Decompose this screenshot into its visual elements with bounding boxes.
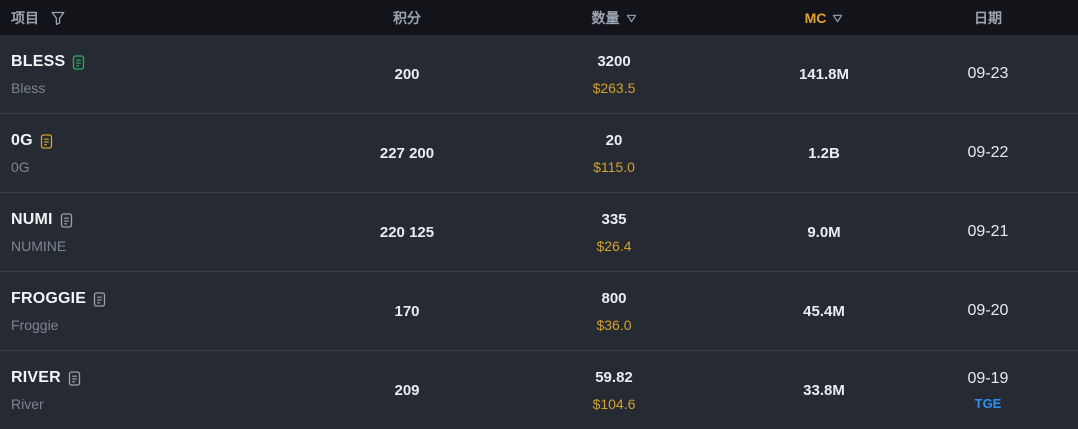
tge-badge: TGE [974, 395, 1002, 411]
project-subtitle: Bless [11, 79, 46, 96]
column-header-mc[interactable]: MC [714, 10, 934, 26]
contract-document-icon[interactable] [93, 291, 106, 307]
points-column-label: 积分 [393, 9, 421, 26]
mc-value: 141.8M [798, 65, 850, 83]
contract-document-icon[interactable] [40, 133, 53, 149]
project-subtitle: 0G [11, 158, 30, 175]
project-cell: RIVER River [0, 369, 300, 412]
project-cell: 0G 0G [0, 132, 300, 175]
column-header-amount[interactable]: 数量 [514, 8, 714, 28]
date-value: 09-19 [967, 369, 1009, 387]
amount-usd-value: $26.4 [596, 237, 632, 254]
contract-document-icon[interactable] [68, 370, 81, 386]
column-header-date: 日期 [934, 8, 1078, 28]
mc-value: 33.8M [803, 381, 845, 399]
column-header-points: 积分 [300, 8, 514, 28]
table-row[interactable]: 0G 0G 227 200 20 $115.0 1.2B 09-22 [0, 114, 1078, 193]
project-subtitle: Froggie [11, 316, 59, 333]
amount-value: 59.82 [595, 368, 633, 386]
table-header: 项目 积分 数量 MC 日期 [0, 0, 1078, 35]
project-cell: FROGGIE Froggie [0, 290, 300, 333]
date-value: 09-23 [967, 65, 1009, 82]
points-value: 200 [394, 65, 420, 83]
project-subtitle: River [11, 395, 44, 412]
points-value: 220 125 [379, 223, 435, 241]
project-cell: BLESS Bless [0, 53, 300, 96]
date-value: 09-21 [967, 223, 1009, 240]
table-row[interactable]: FROGGIE Froggie 170 800 $36.0 45.4M 09-2… [0, 272, 1078, 351]
amount-value: 3200 [597, 52, 631, 70]
points-value: 209 [394, 381, 420, 399]
column-header-project: 项目 [0, 8, 300, 28]
amount-value: 800 [601, 289, 627, 307]
amount-usd-value: $104.6 [592, 395, 636, 412]
sort-descending-triangle-icon[interactable] [626, 14, 637, 23]
mc-value: 9.0M [807, 223, 841, 241]
project-name: RIVER [11, 368, 61, 386]
amount-value: 335 [601, 210, 627, 228]
amount-usd-value: $36.0 [596, 316, 632, 333]
points-value: 227 200 [379, 144, 435, 162]
project-cell: NUMI NUMINE [0, 211, 300, 254]
date-column-label: 日期 [974, 9, 1002, 26]
table-row[interactable]: BLESS Bless 200 3200 $263.5 141.8M 09-23 [0, 35, 1078, 114]
project-subtitle: NUMINE [11, 237, 67, 254]
filter-funnel-icon[interactable] [51, 11, 65, 25]
project-name: NUMI [11, 210, 53, 228]
contract-document-icon[interactable] [72, 54, 85, 70]
mc-column-label: MC [804, 9, 827, 26]
amount-usd-value: $115.0 [593, 158, 635, 175]
project-name: BLESS [11, 52, 66, 70]
sort-descending-triangle-icon[interactable] [832, 14, 843, 23]
project-name: FROGGIE [11, 289, 87, 307]
mc-value: 1.2B [808, 144, 840, 162]
amount-value: 20 [605, 131, 623, 149]
project-column-label: 项目 [11, 9, 39, 26]
points-value: 170 [394, 302, 420, 320]
mc-value: 45.4M [803, 302, 845, 320]
contract-document-icon[interactable] [60, 212, 73, 228]
date-value: 09-20 [967, 302, 1009, 319]
table-row[interactable]: RIVER River 209 59.82 $104.6 33.8M 09-19… [0, 351, 1078, 429]
date-value: 09-22 [967, 144, 1009, 161]
project-name: 0G [11, 131, 33, 149]
table-row[interactable]: NUMI NUMINE 220 125 335 $26.4 9.0M 09-21 [0, 193, 1078, 272]
amount-column-label: 数量 [591, 9, 620, 26]
amount-usd-value: $263.5 [592, 79, 636, 96]
